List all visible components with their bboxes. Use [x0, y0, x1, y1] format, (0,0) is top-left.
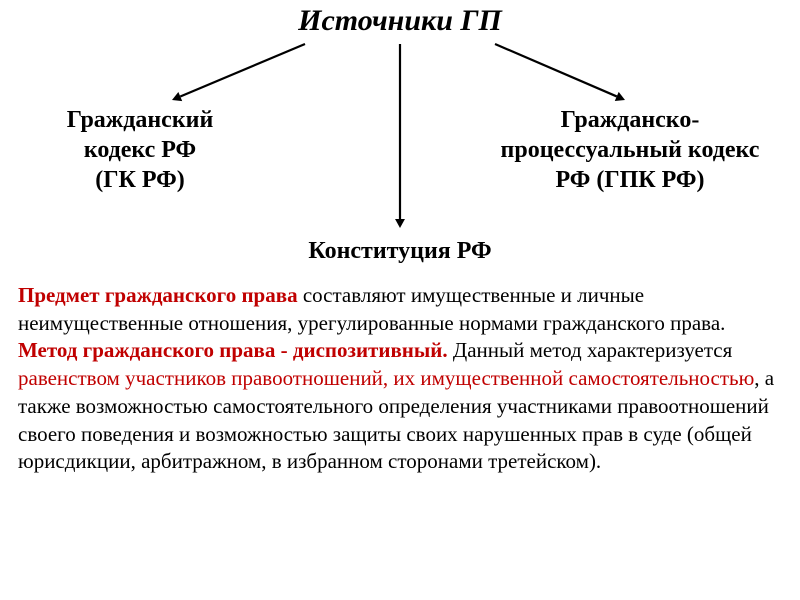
paragraph-segment: Метод гражданского права - диспозитивный… — [18, 338, 453, 362]
description-paragraph: Предмет гражданского права составляют им… — [18, 282, 782, 476]
diagram-node-right: Гражданско- процессуальный кодекс РФ (ГП… — [470, 105, 790, 195]
paragraph-segment: Предмет гражданского права — [18, 283, 303, 307]
paragraph-segment: равенством участников правоотношений, их… — [18, 366, 754, 390]
diagram-node-center: Конституция РФ — [280, 236, 520, 266]
paragraph-segment: Данный метод характеризуется — [453, 338, 732, 362]
diagram-node-left: Гражданский кодекс РФ (ГК РФ) — [30, 105, 250, 195]
